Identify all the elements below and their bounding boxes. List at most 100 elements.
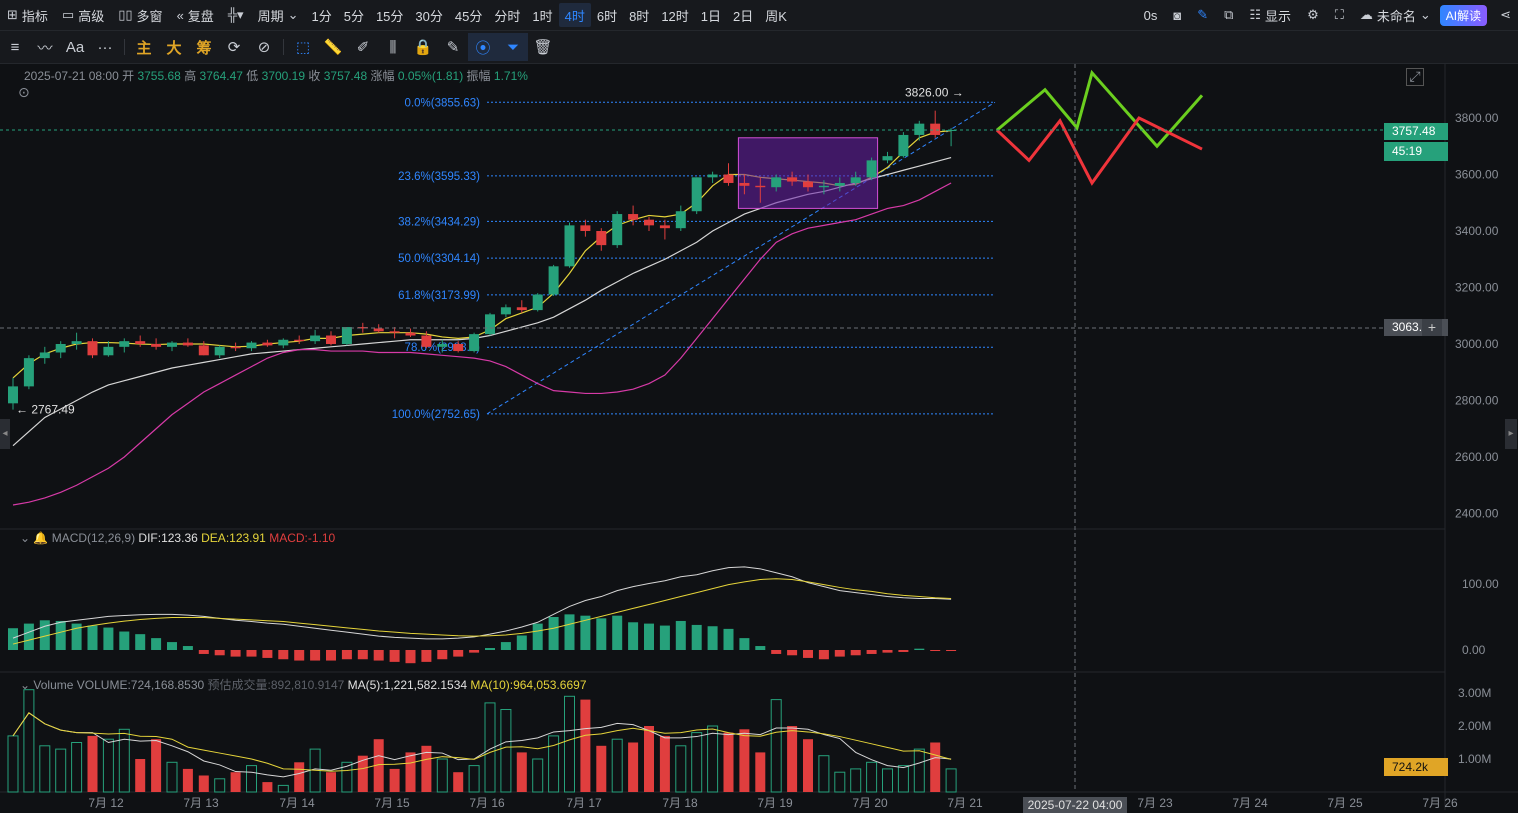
- volume-ma10: MA(10):964,053.6697: [470, 678, 587, 692]
- candle-body: [405, 332, 416, 336]
- multi-window-label: 多窗: [136, 8, 163, 24]
- timeframe-0[interactable]: 1分: [311, 8, 332, 24]
- candlesticks: 3826.00 → ← 2767.49: [8, 86, 964, 417]
- candle-body: [691, 177, 702, 212]
- low-annotation: ← 2767.49: [16, 403, 75, 417]
- timeframe-1[interactable]: 5分: [343, 8, 364, 24]
- macd-histogram-bar: [787, 650, 798, 656]
- lock-tool-button[interactable]: 🔒: [408, 33, 438, 61]
- forecast-red-line: [995, 116, 1203, 186]
- eye-off-icon: ⊘: [257, 39, 271, 56]
- advanced-button[interactable]: ▭ 高级: [55, 3, 111, 27]
- ai-interpret-button[interactable]: AI解读: [1439, 4, 1488, 26]
- timeframe-11[interactable]: 1日: [700, 8, 722, 24]
- bell-icon[interactable]: 🔔: [33, 531, 49, 545]
- collapse-icon[interactable]: ⌄: [20, 678, 31, 692]
- macd-histogram-bar: [8, 628, 18, 650]
- add-alert-button[interactable]: +: [1422, 319, 1442, 336]
- candle-body: [469, 334, 480, 352]
- chips-button[interactable]: 筹: [196, 39, 212, 57]
- chevron-down-icon: ⌄: [287, 7, 299, 22]
- settings-button[interactable]: ⚙: [1300, 3, 1326, 27]
- forecast-lines[interactable]: [995, 69, 1204, 186]
- volume-bar: [532, 758, 544, 793]
- chart-svg[interactable]: 0.0%(3855.63) 23.6%(3595.33) 38.2%(3434.29…: [0, 64, 1518, 810]
- volume-bar: [341, 761, 353, 793]
- main-force-button[interactable]: 主: [136, 39, 152, 57]
- chart-type-button[interactable]: ╬▾: [221, 3, 251, 27]
- candle-body: [278, 339, 289, 346]
- macd-name: MACD(12,26,9): [51, 531, 136, 545]
- timeframe-7[interactable]: 4时: [558, 3, 591, 27]
- right-panel-toggle[interactable]: ▸: [1505, 419, 1517, 449]
- timeframe-13[interactable]: 周K: [765, 8, 787, 24]
- filter-tool-button[interactable]: ⏷: [498, 33, 528, 61]
- timeframe-3[interactable]: 30分: [415, 8, 443, 24]
- volume-bar: [897, 765, 909, 793]
- candle-body: [914, 123, 925, 135]
- sync-button[interactable]: ⟳: [219, 33, 249, 61]
- timeframe-4[interactable]: 45分: [454, 8, 483, 24]
- candle-body: [723, 174, 734, 183]
- candle-body: [612, 214, 623, 246]
- volume-bar: [468, 765, 480, 793]
- delete-tool-button[interactable]: 🗑: [528, 33, 558, 61]
- low-value: 3700.19: [261, 69, 306, 83]
- expand-chart-button[interactable]: ⤢: [1406, 68, 1424, 86]
- indicators-button[interactable]: ⊞ 指标: [0, 3, 55, 27]
- candle-body: [135, 341, 146, 344]
- volume-bar: [834, 771, 846, 793]
- timeframe-6[interactable]: 1时: [532, 8, 553, 24]
- collapse-icon[interactable]: ⌄: [20, 531, 31, 545]
- note-tool-button[interactable]: ✎: [438, 33, 468, 61]
- brush-tool-button[interactable]: ✐: [348, 33, 378, 61]
- share-button[interactable]: ⋖: [1493, 3, 1518, 27]
- timeframe-2[interactable]: 15分: [375, 8, 404, 24]
- pen-button[interactable]: ✎: [1190, 3, 1215, 27]
- chart-area[interactable]: 0.0%(3855.63) 23.6%(3595.33) 38.2%(3434.29…: [0, 64, 1518, 813]
- more-tools-button[interactable]: ···: [90, 33, 120, 61]
- more-icon: ···: [97, 38, 113, 56]
- volume-bar: [611, 738, 623, 793]
- expand-legend-button[interactable]: ⊙: [18, 84, 30, 100]
- ruler-tool-button[interactable]: 📏: [318, 33, 348, 61]
- camera-button[interactable]: ◙: [1166, 3, 1188, 27]
- candle-tool-button[interactable]: ⫼: [378, 33, 408, 61]
- indicators-label: 指标: [21, 8, 48, 24]
- volume-bar: [548, 735, 560, 793]
- timeframe-10[interactable]: 12时: [661, 8, 689, 24]
- volume-bar: [723, 732, 734, 792]
- magnet-tool-button[interactable]: ⦿: [468, 33, 498, 61]
- volume-bar: [118, 728, 130, 793]
- candle-body: [310, 335, 321, 342]
- layout-name-dropdown[interactable]: ☁ 未命名 ⌄: [1353, 3, 1438, 27]
- timeframe-8[interactable]: 6时: [596, 8, 618, 24]
- timeframe-9[interactable]: 8时: [629, 8, 650, 24]
- left-panel-toggle[interactable]: ◂: [0, 419, 10, 449]
- macd-histogram-bar: [739, 638, 750, 650]
- macd-histogram-bar: [71, 623, 82, 650]
- indicator-tool-button[interactable]: 〰: [30, 33, 60, 61]
- macd-histogram-bar: [691, 624, 702, 650]
- volume-bar: [246, 765, 257, 793]
- timeframe-12[interactable]: 2日: [733, 8, 754, 24]
- macd-histogram-bar: [644, 623, 654, 650]
- select-tool-button[interactable]: ⬚: [288, 33, 318, 61]
- macd-dea: DEA:123.91: [201, 531, 266, 545]
- fib-level-label: 100.0%(2752.65): [392, 409, 480, 421]
- display-button[interactable]: ☷ 显示: [1242, 3, 1298, 27]
- period-dropdown[interactable]: 周期 ⌄: [251, 3, 306, 27]
- menu-button[interactable]: ≡: [0, 33, 30, 61]
- popout-button[interactable]: ⧉: [1217, 3, 1240, 27]
- volume-bar: [945, 768, 957, 793]
- timeframe-5[interactable]: 分时: [494, 8, 521, 24]
- replay-button[interactable]: «复盘: [170, 3, 221, 27]
- macd-histogram-bar: [373, 650, 384, 661]
- large-order-button[interactable]: 大: [166, 39, 182, 57]
- candle-body: [803, 181, 813, 188]
- multi-window-button[interactable]: ▯▯ 多窗: [111, 3, 169, 27]
- text-tool-button[interactable]: Aa: [60, 33, 90, 61]
- hide-drawings-button[interactable]: ⊘: [249, 33, 279, 61]
- highlight-box[interactable]: [737, 137, 879, 209]
- fullscreen-button[interactable]: ⛶: [1328, 3, 1351, 27]
